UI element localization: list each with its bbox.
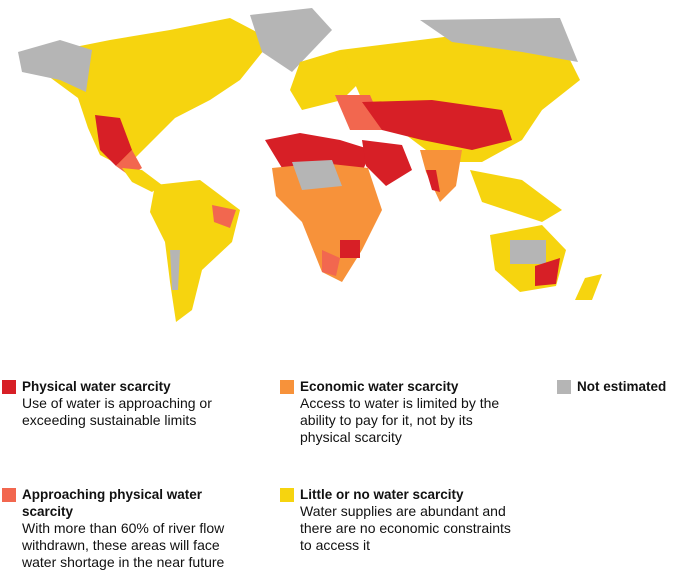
asia-scarcity: [362, 100, 512, 150]
legend-title: scarcity: [22, 504, 74, 519]
legend-text: Not estimated: [577, 378, 666, 395]
legend-description: Use of water is approaching or: [22, 395, 212, 411]
india: [420, 150, 462, 202]
legend-description: With more than 60% of river flow: [22, 520, 225, 536]
legend-title: Economic water scarcity: [300, 379, 459, 394]
australia-interior: [510, 240, 546, 264]
legend-description: water shortage in the near future: [22, 554, 225, 570]
legend-text: Physical water scarcity Use of water is a…: [22, 378, 212, 429]
legend-description: to access it: [300, 537, 371, 553]
north-america: [40, 18, 272, 168]
legend-title: Little or no water scarcity: [300, 487, 464, 502]
world-map: [18, 8, 602, 322]
legend-description: Water supplies are abundant and: [300, 503, 506, 519]
north-africa-ring: [265, 133, 372, 172]
legend-title: Approaching physical water: [22, 487, 203, 502]
legend-text: Economic water scarcity Access to water i…: [300, 378, 499, 446]
southwest-africa: [322, 250, 340, 276]
india-west: [426, 170, 440, 192]
sahara: [292, 160, 342, 190]
southern-africa: [340, 240, 360, 258]
legend-title: Not estimated: [577, 379, 667, 394]
brazil-east: [212, 205, 236, 228]
greenland: [250, 8, 332, 72]
central-america: [122, 168, 162, 192]
legend-swatch: [2, 488, 16, 502]
legend-swatch: [280, 488, 294, 502]
south-america: [150, 180, 240, 322]
us-southwest: [95, 115, 132, 166]
legend-swatch: [280, 380, 294, 394]
southeast-asia: [470, 170, 562, 222]
legend-description: Access to water is limited by the: [300, 395, 500, 411]
legend-title: Physical water scarcity: [22, 379, 171, 394]
legend-text: Little or no water scarcity Water supplie…: [300, 486, 511, 554]
alaska: [18, 40, 92, 92]
legend-description: withdrawn, these areas will face: [22, 537, 220, 553]
australia-southeast: [535, 258, 560, 286]
middle-east: [362, 140, 412, 186]
legend-description: ability to pay for it, not by its: [300, 412, 473, 428]
legend-description: exceeding sustainable limits: [22, 412, 197, 428]
legend-swatch: [2, 380, 16, 394]
legend-text: Approaching physical water scarcity With m…: [22, 486, 224, 571]
south-america-west: [170, 250, 180, 290]
legend-description: physical scarcity: [300, 429, 402, 445]
new-zealand: [575, 274, 602, 300]
siberia: [420, 18, 578, 62]
legend-swatch: [557, 380, 571, 394]
legend-description: there are no economic constraints: [300, 520, 511, 536]
